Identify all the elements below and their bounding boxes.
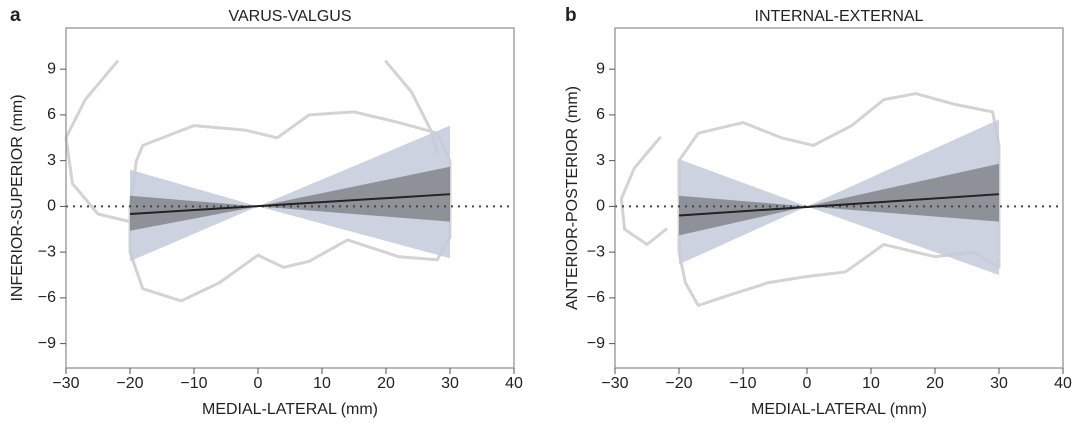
y-tick-label: 9	[47, 60, 56, 77]
y-axis-label: ANTERIOR-POSTERIOR (mm)	[564, 86, 581, 310]
x-tick-label: 10	[862, 375, 880, 392]
x-tick-label: 40	[1054, 375, 1072, 392]
x-tick-label: −30	[601, 375, 628, 392]
y-tick-label: 6	[596, 106, 605, 123]
y-tick-label: 9	[596, 60, 605, 77]
x-tick-label: −20	[665, 375, 692, 392]
fit-line	[678, 193, 1000, 217]
confidence-band	[130, 166, 450, 231]
fit-line	[129, 193, 451, 216]
confidence-band	[679, 119, 999, 275]
x-tick-label: 30	[441, 375, 459, 392]
x-axis-label: MEDIAL-LATERAL (mm)	[751, 401, 927, 418]
y-tick-label: −3	[587, 243, 605, 260]
x-tick-label: 40	[505, 375, 523, 392]
x-tick-label: 20	[377, 375, 395, 392]
x-tick-label: 30	[990, 375, 1008, 392]
plot-frame	[65, 27, 515, 369]
y-tick-label: −9	[587, 335, 605, 352]
panel-label: a	[10, 5, 21, 26]
panel-label: b	[565, 5, 577, 26]
confidence-band	[679, 163, 999, 236]
x-tick-label: −20	[116, 375, 143, 392]
y-tick-label: −9	[38, 335, 56, 352]
y-tick-label: −6	[38, 289, 56, 306]
x-tick-label: −10	[729, 375, 756, 392]
y-tick-label: 6	[47, 106, 56, 123]
x-tick-label: −10	[180, 375, 207, 392]
x-tick-label: 0	[254, 375, 263, 392]
x-tick-label: 10	[313, 375, 331, 392]
x-tick-label: 0	[803, 375, 812, 392]
outline	[619, 136, 668, 247]
y-tick-label: −6	[587, 289, 605, 306]
outline	[64, 60, 132, 224]
confidence-band	[130, 125, 450, 262]
y-tick-label: 0	[596, 198, 605, 215]
y-tick-label: −3	[38, 243, 56, 260]
chart-title: VARUS-VALGUS	[229, 8, 352, 25]
y-axis-label: INFERIOR-SUPERIOR (mm)	[9, 94, 26, 301]
x-tick-label: −30	[52, 375, 79, 392]
outline	[128, 110, 452, 303]
plot-frame	[614, 27, 1064, 369]
x-tick-label: 20	[926, 375, 944, 392]
y-tick-label: 3	[596, 152, 605, 169]
y-tick-label: 3	[47, 152, 56, 169]
chart-title: INTERNAL-EXTERNAL	[755, 8, 924, 25]
y-tick-label: 0	[47, 198, 56, 215]
x-axis-label: MEDIAL-LATERAL (mm)	[202, 401, 378, 418]
